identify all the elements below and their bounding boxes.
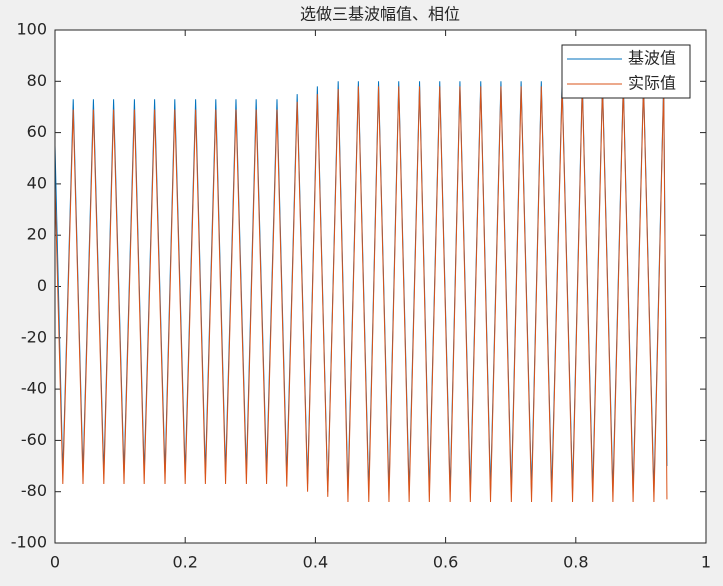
y-tick-label: 0: [37, 276, 47, 295]
legend-box: [561, 44, 691, 99]
plot-area: [55, 30, 706, 543]
y-tick-label: -100: [11, 533, 47, 552]
x-tick-label: 1: [701, 553, 711, 572]
y-tick-label: -60: [21, 430, 47, 449]
legend-label: 基波值: [628, 49, 676, 68]
y-tick-label: 40: [27, 173, 47, 192]
y-tick-label: 20: [27, 225, 47, 244]
y-tick-label: -80: [21, 481, 47, 500]
x-tick-label: 0.4: [303, 553, 328, 572]
legend-label: 实际值: [628, 74, 676, 93]
axes-box: [54, 29, 707, 544]
series-line: [54, 86, 668, 502]
x-tick-label: 0.8: [563, 553, 588, 572]
y-tick-label: 80: [27, 71, 47, 90]
x-tick-label: 0.6: [433, 553, 458, 572]
y-tick-label: -20: [21, 327, 47, 346]
chart-title: 选做三基波幅值、相位: [300, 5, 460, 24]
y-tick-label: -40: [21, 379, 47, 398]
y-tick-label: 100: [16, 20, 47, 39]
y-tick-label: 60: [27, 122, 47, 141]
x-tick-label: 0: [50, 553, 60, 572]
x-tick-label: 0.2: [172, 553, 197, 572]
